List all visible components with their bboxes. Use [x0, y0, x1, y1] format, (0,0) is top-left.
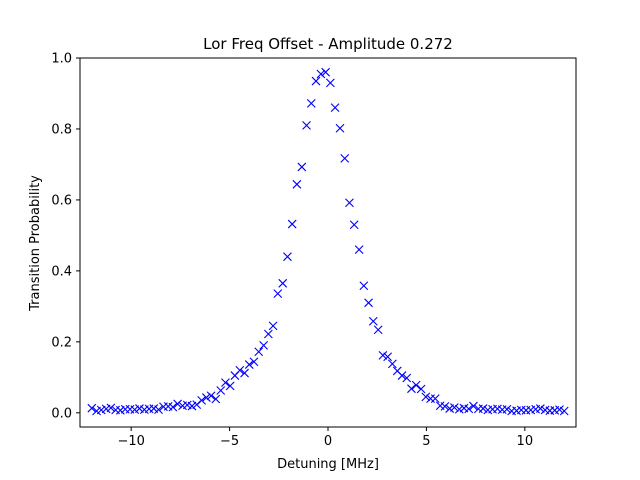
y-tick-label: 0.8 [51, 122, 72, 137]
y-tick-label: 0.2 [51, 335, 72, 350]
data-point [287, 219, 297, 229]
data-point [302, 121, 311, 130]
y-tick-label: 0.6 [51, 193, 72, 208]
data-point [240, 368, 249, 378]
data-point [292, 179, 302, 189]
data-point [535, 404, 545, 413]
chart-title: Lor Freq Offset - Amplitude 0.272 [203, 35, 453, 53]
data-point [349, 220, 359, 230]
data-point [268, 321, 278, 331]
data-point [421, 392, 431, 402]
x-tick-label: −10 [117, 434, 144, 449]
data-point [106, 403, 116, 413]
data-point [173, 399, 183, 409]
data-markers [87, 67, 569, 416]
data-point [273, 289, 283, 298]
x-tick-label: 5 [422, 434, 430, 449]
data-point [87, 403, 97, 413]
data-point [206, 391, 216, 401]
data-point [364, 298, 373, 308]
data-point [187, 401, 197, 411]
data-point [378, 350, 388, 360]
data-point [235, 365, 245, 375]
y-tick-label: 1.0 [51, 52, 72, 67]
data-point [297, 162, 307, 172]
y-tick-label: 0.0 [51, 406, 72, 421]
data-point [225, 381, 235, 391]
x-axis-label: Detuning [MHz] [277, 457, 379, 472]
data-point [254, 347, 264, 357]
data-point [387, 359, 397, 369]
x-tick-label: 0 [324, 434, 332, 449]
data-point [249, 357, 259, 367]
data-point [354, 245, 364, 254]
y-tick-label: 0.4 [51, 264, 72, 279]
data-point [340, 154, 350, 163]
data-point [383, 352, 393, 362]
data-point [216, 386, 226, 395]
data-point [154, 405, 163, 415]
data-point [397, 371, 407, 380]
data-point [449, 403, 459, 412]
data-point [430, 394, 440, 404]
data-point [502, 404, 512, 414]
data-point [416, 384, 426, 394]
plot-area [79, 57, 577, 428]
data-point [464, 404, 474, 414]
data-point [407, 384, 416, 394]
x-axis-ticks: −10 −5 0 5 10 [117, 427, 533, 449]
data-point [440, 402, 450, 411]
data-point [359, 281, 369, 291]
data-point [559, 406, 569, 416]
data-point [221, 378, 230, 388]
data-point [325, 78, 335, 88]
data-point [311, 76, 321, 86]
data-point [201, 393, 211, 402]
data-point [316, 69, 326, 79]
data-point [263, 329, 273, 339]
y-axis-label: Transition Probability [28, 175, 43, 312]
data-point [168, 402, 178, 412]
data-point [244, 360, 254, 369]
data-point [283, 252, 292, 262]
data-point [335, 123, 345, 133]
data-point [478, 404, 488, 413]
y-axis-ticks: 0.0 0.2 0.4 0.6 0.8 1.0 [51, 52, 80, 421]
data-point [278, 278, 288, 288]
data-point [259, 341, 269, 350]
data-point [368, 316, 378, 326]
data-point [321, 67, 331, 77]
data-point [345, 198, 354, 208]
data-point [197, 396, 207, 405]
x-tick-label: −5 [220, 434, 239, 449]
data-point [402, 373, 412, 383]
data-point [306, 99, 316, 108]
data-point [211, 394, 221, 404]
data-point [411, 380, 421, 390]
data-point [555, 405, 564, 415]
x-tick-label: 10 [517, 434, 534, 449]
data-point [373, 325, 383, 335]
data-point [330, 103, 340, 113]
data-point [469, 401, 478, 411]
